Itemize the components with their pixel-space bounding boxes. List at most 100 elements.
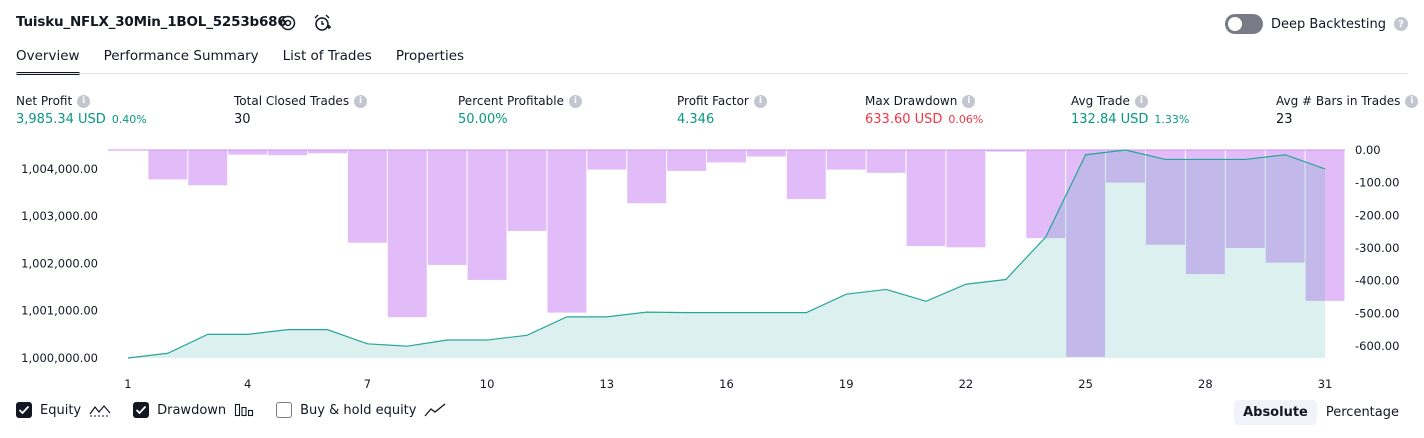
x-tick-label: 13 (599, 377, 614, 391)
metric-max-drawdown: Max Drawdown i 633.60 USD 0.06% (865, 94, 983, 127)
drawdown-bar (427, 150, 467, 265)
buy-hold-line-icon (424, 403, 446, 417)
x-tick-label: 10 (480, 377, 495, 391)
metric-label: Avg # Bars in Trades i (1276, 94, 1419, 108)
tab-overview[interactable]: Overview (16, 48, 80, 75)
y-right-tick-label: 0.00 (1355, 143, 1381, 157)
info-icon[interactable]: i (753, 94, 767, 108)
drawdown-bar (946, 150, 986, 248)
tab-properties[interactable]: Properties (395, 48, 465, 64)
scale-option-absolute[interactable]: Absolute (1234, 400, 1317, 425)
legend-equity[interactable]: Equity (16, 402, 111, 418)
metric-percent-profitable: Percent Profitable i 50.00% (458, 94, 582, 127)
scale-mode-selector: Absolute Percentage (1234, 400, 1408, 425)
tab-performance-summary[interactable]: Performance Summary (103, 48, 259, 64)
drawdown-bar (148, 150, 188, 180)
y-right-tick-label: -300.00 (1355, 241, 1399, 255)
info-icon[interactable]: i (1134, 94, 1148, 108)
tabs-divider (16, 73, 1408, 74)
drawdown-bar (826, 150, 866, 170)
drawdown-bar (507, 150, 547, 231)
info-icon[interactable]: i (1405, 94, 1419, 108)
info-icon[interactable]: i (77, 94, 91, 108)
y-right-tick-label: -600.00 (1355, 339, 1399, 353)
strategy-title: Tuisku_NFLX_30Min_1BOL_5253b686 (16, 14, 287, 30)
drawdown-bar (308, 150, 347, 154)
metric-label-text: Percent Profitable (458, 94, 564, 108)
x-tick-label: 25 (1078, 377, 1093, 391)
drawdown-bar (1305, 150, 1345, 301)
drawdown-bar (627, 150, 667, 204)
info-icon[interactable]: i (354, 94, 368, 108)
legend-drawdown[interactable]: Drawdown (133, 402, 254, 418)
x-tick-label: 1 (124, 377, 131, 391)
alarm-add-icon[interactable] (312, 13, 332, 33)
x-tick-label: 4 (244, 377, 251, 391)
drawdown-bar (587, 150, 627, 170)
x-tick-label: 16 (719, 377, 734, 391)
drawdown-bar (667, 150, 707, 171)
metric-value-text: 132.84 USD (1071, 112, 1149, 127)
drawdown-bar (1106, 150, 1145, 183)
drawdown-bars-icon (234, 403, 254, 417)
checkbox[interactable] (16, 402, 32, 418)
metric-label: Net Profit i (16, 94, 147, 108)
tab-list-of-trades[interactable]: List of Trades (282, 48, 372, 64)
info-icon[interactable]: i (568, 94, 582, 108)
drawdown-bar (108, 150, 148, 151)
drawdown-bar (746, 150, 786, 157)
drawdown-bar (707, 150, 746, 163)
x-tick-label: 19 (839, 377, 854, 391)
metric-net-profit: Net Profit i 3,985.34 USD 0.40% (16, 94, 147, 127)
legend-label: Buy & hold equity (300, 402, 417, 418)
settings-icon[interactable] (278, 13, 298, 33)
y-right-tick-label: -200.00 (1355, 208, 1399, 222)
info-icon[interactable]: i (962, 94, 976, 108)
metric-value: 3,985.34 USD 0.40% (16, 112, 147, 127)
y-right-tick-label: -100.00 (1355, 176, 1399, 190)
drawdown-bar (1225, 150, 1265, 248)
metric-value: 23 (1276, 112, 1418, 127)
drawdown-bar (866, 150, 906, 173)
y-right-tick-label: -400.00 (1355, 274, 1399, 288)
metric-value-text: 3,985.34 USD (16, 112, 106, 127)
drawdown-bar (906, 150, 946, 246)
metric-value: 50.00% (458, 112, 582, 127)
drawdown-bar (1185, 150, 1225, 275)
drawdown-bar (347, 150, 387, 243)
y-left-tick-label: 1,001,000.00 (21, 304, 98, 318)
drawdown-bar (1026, 150, 1066, 239)
metric-total-closed-trades: Total Closed Trades i 30 (234, 94, 368, 127)
metric-avg-trade: Avg Trade i 132.84 USD 1.33% (1071, 94, 1189, 127)
metric-value-text: 30 (234, 112, 251, 127)
deep-backtesting-control: Deep Backtesting ? (1224, 14, 1408, 34)
metric-percent: 1.33% (1154, 113, 1190, 126)
metric-avg-bars-in-trades: Avg # Bars in Trades i 23 (1276, 94, 1419, 127)
checkbox[interactable] (133, 402, 150, 418)
metric-value-text: 633.60 USD (865, 112, 943, 127)
metric-label-text: Max Drawdown (865, 94, 958, 108)
scale-option-percentage[interactable]: Percentage (1325, 405, 1399, 420)
drawdown-bar (1265, 150, 1305, 263)
drawdown-bar (467, 150, 507, 280)
y-left-tick-label: 1,003,000.00 (21, 209, 98, 223)
drawdown-bar (786, 150, 826, 199)
metric-label: Percent Profitable i (458, 94, 582, 108)
equity-drawdown-chart: 1,000,000.00 1,001,000.00 1,002,000.00 1,00… (21, 143, 1399, 391)
metric-label: Total Closed Trades i (234, 94, 368, 108)
drawdown-bar (547, 150, 587, 313)
legend-label: Equity (40, 402, 82, 418)
chart-legend: Equity Drawdown Buy & hold equity (16, 402, 446, 418)
y-left-tick-label: 1,004,000.00 (21, 162, 98, 176)
equity-area-icon (89, 403, 111, 417)
metric-label-text: Avg Trade (1071, 94, 1130, 108)
drawdown-bar (188, 150, 228, 186)
checkbox[interactable] (276, 402, 293, 418)
equity-line (127, 149, 1326, 359)
help-icon[interactable]: ? (1394, 17, 1408, 31)
legend-buy-hold-equity[interactable]: Buy & hold equity (276, 402, 446, 418)
drawdown-bar (986, 150, 1026, 152)
drawdown-bar (387, 150, 427, 318)
deep-backtesting-toggle[interactable] (1224, 14, 1263, 34)
metric-percent: 0.40% (111, 113, 147, 126)
